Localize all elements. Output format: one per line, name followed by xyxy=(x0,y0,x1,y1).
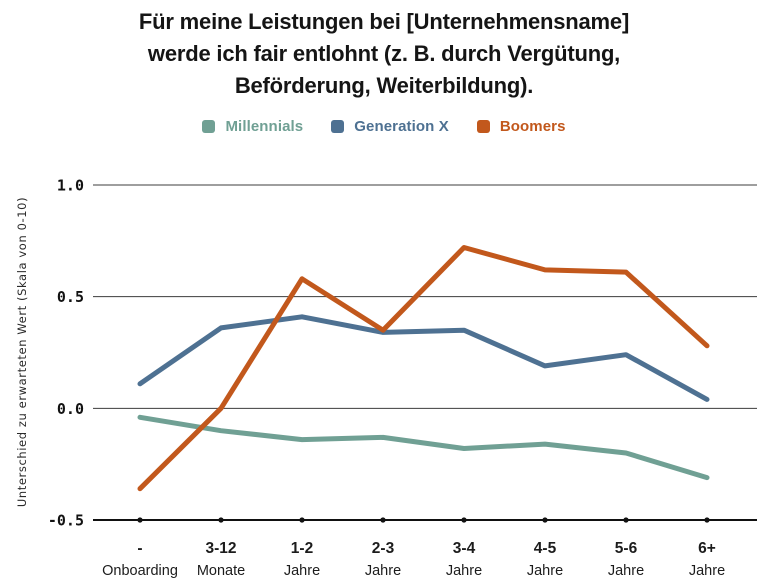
axis-tick-dot xyxy=(218,517,224,523)
axis-tick-dot xyxy=(623,517,629,523)
x-tick-label-top: 5-6 xyxy=(615,540,638,557)
legend-label-millennials: Millennials xyxy=(225,118,304,135)
x-tick-label-top: 6+ xyxy=(698,540,716,557)
legend-item-millennials: Millennials xyxy=(202,118,303,135)
series-line-boomers xyxy=(137,245,710,492)
x-tick-label-bottom: Jahre xyxy=(284,563,320,579)
x-tick-label-top: - xyxy=(137,540,142,557)
line-chart-svg: 1.0 0.5 0.0 -0.5 Unterschied zu erwarteten W… xyxy=(15,177,757,579)
x-tick-label-top: 3-4 xyxy=(453,540,476,557)
legend-label-generation-x: Generation X xyxy=(354,118,449,135)
chart-legend: Millennials Generation X Boomers xyxy=(0,118,768,135)
y-axis-title: Unterschied zu erwarteten Wert (Skala vo… xyxy=(15,197,29,507)
x-tick-label-bottom: Jahre xyxy=(446,563,482,579)
y-tick-label: 1.0 xyxy=(57,177,84,195)
line-chart: 1.0 0.5 0.0 -0.5 Unterschied zu erwarteten W… xyxy=(0,146,768,583)
series-line-millennials xyxy=(137,414,710,481)
x-tick-label-bottom: Onboarding xyxy=(102,563,178,579)
series-line-generation-x xyxy=(137,314,710,402)
x-tick-label-bottom: Jahre xyxy=(527,563,563,579)
y-tick-label: 0.5 xyxy=(57,288,84,306)
legend-swatch-boomers-icon xyxy=(476,120,490,133)
axis-tick-dot xyxy=(461,517,467,523)
axis-tick-dot xyxy=(380,517,386,523)
legend-swatch-generation-x-icon xyxy=(331,120,345,133)
chart-title: Für meine Leistungen bei [Unternehmensna… xyxy=(0,6,768,102)
x-tick-label-bottom: Monate xyxy=(197,563,245,579)
axis-tick-dot xyxy=(542,517,548,523)
chart-title-line-2: werde ich fair entlohnt (z. B. durch Ver… xyxy=(147,41,621,66)
axis-tick-dot xyxy=(299,517,305,523)
x-tick-label-bottom: Jahre xyxy=(365,563,401,579)
y-tick-label: 0.0 xyxy=(57,400,84,418)
x-tick-label-top: 1-2 xyxy=(291,540,313,557)
legend-swatch-millennials-icon xyxy=(202,120,216,133)
x-tick-label-top: 3-12 xyxy=(205,540,236,557)
axis-tick-dot xyxy=(137,517,143,523)
legend-item-generation-x: Generation X xyxy=(331,118,449,135)
y-tick-label: -0.5 xyxy=(48,511,84,529)
x-tick-label-bottom: Jahre xyxy=(608,563,644,579)
x-tick-label-top: 4-5 xyxy=(534,540,557,557)
chart-title-line-3: Beförderung, Weiterbildung). xyxy=(234,73,534,98)
legend-label-boomers: Boomers xyxy=(499,118,566,135)
chart-title-line-1: Für meine Leistungen bei [Unternehmensna… xyxy=(138,9,630,34)
axis-tick-dot xyxy=(704,517,710,523)
legend-item-boomers: Boomers xyxy=(476,118,566,135)
x-tick-label-top: 2-3 xyxy=(372,540,395,557)
x-tick-label-bottom: Jahre xyxy=(689,563,725,579)
